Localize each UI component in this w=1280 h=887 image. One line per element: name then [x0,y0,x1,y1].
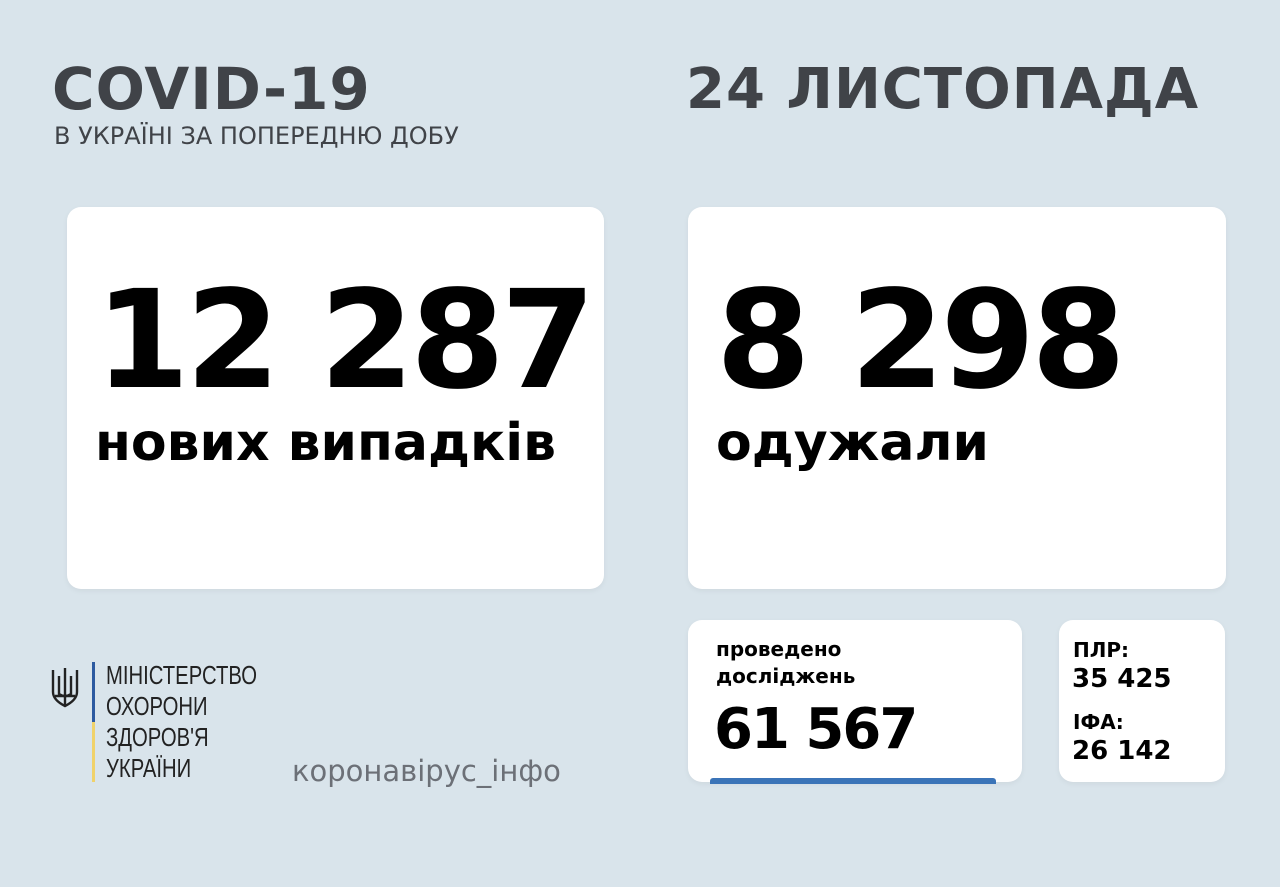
recovered-value: 8 298 [716,262,1126,420]
ministry-line: ЗДОРОВ'Я [106,722,209,752]
recovered-card: 8 298 одужали [688,207,1226,589]
ministry-line: ОХОРОНИ [106,691,208,721]
hashtag: коронавірус_інфо [292,754,561,788]
tests-label: проведено досліджень [716,636,855,690]
recovered-label: одужали [716,413,989,473]
tests-label-line2: досліджень [716,664,856,688]
tests-label-line1: проведено [716,637,842,661]
test-split-card: ПЛР: 35 425 ІФА: 26 142 [1059,620,1225,782]
tests-value: 61 567 [714,697,918,762]
new-cases-label: нових випадків [95,413,557,473]
tests-card: проведено досліджень 61 567 [688,620,1022,784]
pcr-label: ПЛР: [1073,638,1130,662]
ministry-name: МІНІСТЕРСТВО ОХОРОНИ ЗДОРОВ'Я УКРАЇНИ [106,660,257,784]
new-cases-card: 12 287 нових випадків [67,207,604,589]
ministry-line: УКРАЇНИ [106,753,192,783]
page-title: COVID-19 [52,55,371,123]
report-date: 24 ЛИСТОПАДА [686,57,1200,122]
trident-icon [51,668,79,708]
pcr-value: 35 425 [1072,664,1172,694]
page-subtitle: В УКРАЇНІ ЗА ПОПЕРЕДНЮ ДОБУ [54,122,459,150]
ministry-line: МІНІСТЕРСТВО [106,660,257,690]
tests-accent-bar [710,778,996,784]
ifa-value: 26 142 [1072,736,1172,766]
flag-divider [92,662,95,782]
new-cases-value: 12 287 [95,262,595,420]
ifa-label: ІФА: [1073,710,1124,734]
